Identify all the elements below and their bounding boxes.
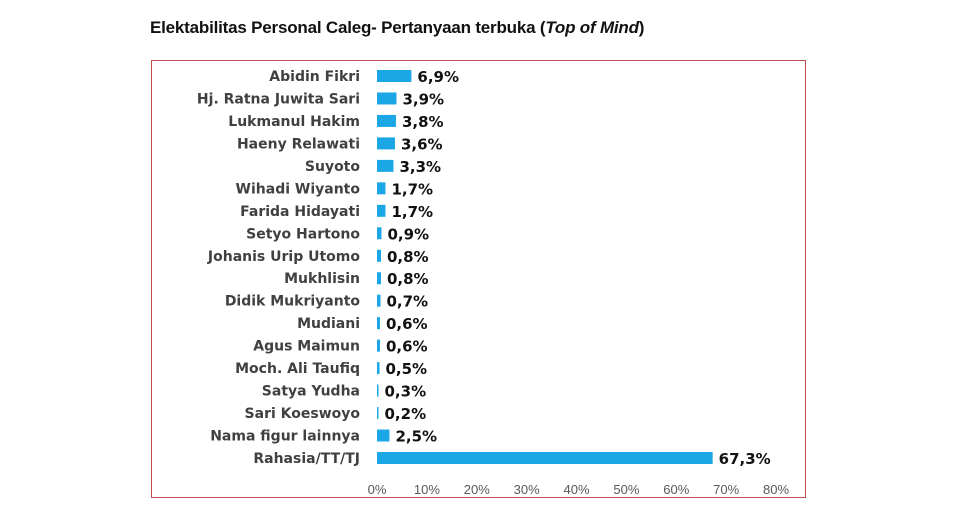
x-tick-label: 10% (414, 482, 440, 497)
value-label: 0,5% (385, 360, 427, 378)
value-label: 2,5% (395, 428, 437, 446)
category-label: Moch. Ali Taufiq (235, 361, 360, 377)
category-label: Abidin Fikri (269, 69, 360, 85)
bar (377, 407, 379, 420)
category-label: Nama figur lainnya (210, 429, 360, 445)
value-label: 1,7% (391, 180, 433, 198)
bar (377, 204, 386, 217)
x-tick-label: 40% (563, 482, 589, 497)
value-label: 0,6% (386, 338, 428, 356)
category-label: Agus Maimun (253, 339, 360, 355)
bar (377, 272, 381, 285)
bar (377, 294, 381, 307)
bar (377, 137, 395, 150)
bar (377, 384, 379, 397)
value-label: 3,6% (401, 135, 443, 153)
chart-title-suffix: ) (638, 18, 645, 37)
bar (377, 182, 386, 195)
value-label: 1,7% (391, 203, 433, 221)
chart-title-emphasis: Top of Mind (545, 18, 639, 37)
value-label: 0,9% (387, 225, 429, 243)
category-label: Johanis Urip Utomo (207, 249, 360, 265)
x-tick-label: 50% (613, 482, 639, 497)
category-label: Sari Koeswoyo (245, 406, 361, 422)
category-label: Mudiani (297, 316, 360, 332)
x-tick-label: 20% (464, 482, 490, 497)
x-tick-label: 0% (368, 482, 387, 497)
category-label: Suyoto (305, 159, 360, 175)
bar (377, 92, 397, 105)
value-label: 0,3% (385, 383, 427, 401)
x-tick-label: 30% (514, 482, 540, 497)
category-label: Farida Hidayati (240, 204, 360, 220)
category-label: Lukmanul Hakim (228, 114, 360, 130)
category-label: Setyo Hartono (246, 226, 360, 242)
category-label: Mukhlisin (284, 271, 360, 287)
value-label: 6,9% (417, 68, 459, 86)
bar (377, 227, 382, 240)
bar (377, 159, 394, 172)
bar (377, 70, 412, 82)
value-label: 0,6% (386, 315, 428, 333)
category-label: Wihadi Wiyanto (236, 181, 361, 197)
bar (377, 249, 381, 262)
bar (377, 339, 380, 352)
bar (377, 451, 713, 464)
category-label: Hj. Ratna Juwita Sari (197, 91, 360, 107)
category-label: Satya Yudha (262, 384, 360, 400)
category-label: Haeny Relawati (237, 136, 360, 152)
chart-title-prefix: Elektabilitas Personal Caleg- Pertanyaan… (150, 18, 546, 37)
value-label: 0,7% (386, 293, 428, 311)
value-label: 3,9% (402, 90, 444, 108)
x-tick-label: 80% (763, 482, 789, 497)
bar (377, 317, 380, 330)
value-label: 0,8% (387, 248, 429, 266)
x-tick-label: 70% (713, 482, 739, 497)
category-label: Rahasia/TT/TJ (253, 451, 360, 467)
value-label: 3,3% (399, 158, 441, 176)
value-label: 3,8% (402, 113, 444, 131)
bar (377, 114, 396, 127)
category-label: Didik Mukriyanto (225, 294, 361, 310)
chart-title: Elektabilitas Personal Caleg- Pertanyaan… (150, 18, 644, 38)
x-tick-label: 60% (663, 482, 689, 497)
bar (377, 362, 380, 375)
value-label: 0,8% (387, 270, 429, 288)
chart-frame (151, 60, 806, 498)
value-label: 67,3% (719, 450, 771, 468)
value-label: 0,2% (385, 405, 427, 423)
bar (377, 429, 390, 442)
